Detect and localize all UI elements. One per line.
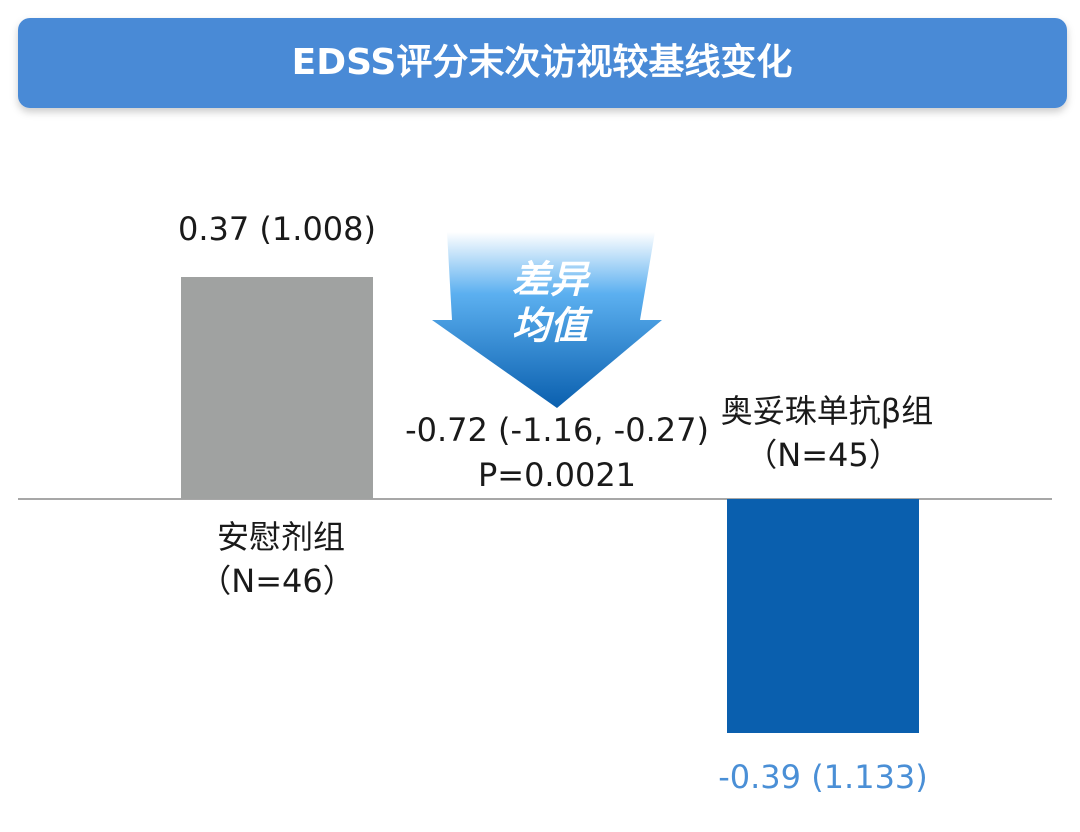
difference-arrow [432, 232, 662, 408]
bar [727, 499, 919, 733]
chart-title: EDSS评分末次访视较基线变化 [292, 41, 793, 83]
title-banner [18, 18, 1067, 108]
arrow-text: 差异 [512, 258, 591, 302]
category-label: 安慰剂组 [217, 518, 345, 556]
bar [181, 277, 373, 499]
category-note: （N=45） [745, 436, 900, 474]
p-value-label: P=0.0021 [478, 456, 636, 494]
difference-label: -0.72 (-1.16, -0.27) [405, 411, 709, 449]
category-note: （N=46） [199, 562, 354, 600]
value-label: 0.37 (1.008) [178, 210, 376, 248]
value-label: -0.39 (1.133) [718, 758, 928, 796]
category-label: 奥妥珠单抗β组 [721, 392, 933, 430]
arrow-text: 均值 [512, 304, 594, 348]
